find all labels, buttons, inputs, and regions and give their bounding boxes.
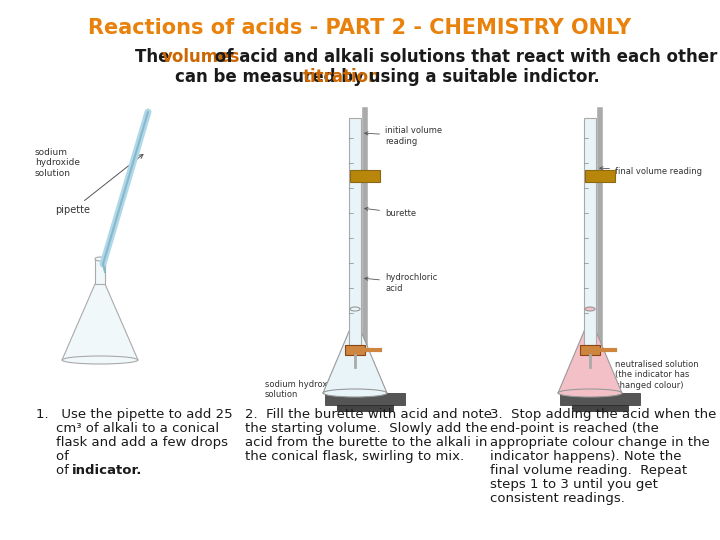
Polygon shape: [323, 329, 387, 393]
Bar: [580, 345, 600, 355]
Bar: [572, 405, 628, 411]
Text: consistent readings.: consistent readings.: [490, 492, 625, 505]
Bar: [337, 405, 393, 411]
Text: of acid and alkali solutions that react with each other: of acid and alkali solutions that react …: [209, 48, 717, 66]
Text: The: The: [135, 48, 175, 66]
Text: pipette: pipette: [55, 154, 143, 215]
Ellipse shape: [62, 356, 138, 364]
Bar: [325, 393, 405, 405]
Text: acid from the burette to the alkali in: acid from the burette to the alkali in: [245, 436, 487, 449]
Ellipse shape: [95, 257, 105, 261]
Ellipse shape: [585, 307, 595, 311]
Bar: [585, 309, 595, 329]
Text: using a suitable indictor.: using a suitable indictor.: [364, 68, 600, 86]
Bar: [350, 309, 360, 329]
Text: neutralised solution
(the indicator has
changed colour): neutralised solution (the indicator has …: [615, 360, 698, 390]
Text: appropriate colour change in the: appropriate colour change in the: [490, 436, 710, 449]
Text: cm³ of alkali to a conical: cm³ of alkali to a conical: [56, 422, 219, 435]
Polygon shape: [62, 284, 138, 360]
Bar: [584, 118, 596, 345]
Text: the conical flask, swirling to mix.: the conical flask, swirling to mix.: [245, 450, 464, 463]
Text: indicator happens). Note the: indicator happens). Note the: [490, 450, 682, 463]
Text: flask and add a few drops: flask and add a few drops: [56, 436, 228, 449]
Bar: [345, 345, 365, 355]
Text: final volume reading: final volume reading: [600, 166, 702, 176]
Bar: [350, 170, 380, 182]
Text: initial volume
reading: initial volume reading: [365, 126, 442, 146]
Polygon shape: [558, 329, 622, 393]
Text: the starting volume.  Slowly add the: the starting volume. Slowly add the: [245, 422, 487, 435]
Text: titration: titration: [303, 68, 381, 86]
Text: sodium
hydroxide
solution: sodium hydroxide solution: [35, 148, 80, 178]
Text: Reactions of acids - PART 2 - CHEMISTRY ONLY: Reactions of acids - PART 2 - CHEMISTRY …: [89, 18, 631, 38]
Ellipse shape: [558, 389, 622, 397]
Text: end-point is reached (the: end-point is reached (the: [490, 422, 659, 435]
Text: volumes: volumes: [162, 48, 240, 66]
Bar: [95, 259, 105, 284]
Text: can be measured by: can be measured by: [175, 68, 370, 86]
Bar: [585, 170, 615, 182]
Text: of: of: [56, 464, 73, 477]
Text: 3.  Stop adding the acid when the: 3. Stop adding the acid when the: [490, 408, 716, 421]
Text: burette: burette: [364, 207, 416, 218]
Text: of: of: [56, 450, 73, 463]
Bar: [349, 118, 361, 345]
Bar: [560, 393, 640, 405]
Text: 1.   Use the pipette to add 25: 1. Use the pipette to add 25: [36, 408, 233, 421]
Text: final volume reading.  Repeat: final volume reading. Repeat: [490, 464, 687, 477]
Ellipse shape: [350, 307, 360, 311]
Text: sodium hydroxide
solution: sodium hydroxide solution: [265, 380, 341, 400]
Text: 2.  Fill the burette with acid and note: 2. Fill the burette with acid and note: [245, 408, 492, 421]
Ellipse shape: [323, 389, 387, 397]
Text: hydrochloric
acid: hydrochloric acid: [365, 273, 437, 293]
Text: indicator.: indicator.: [72, 464, 143, 477]
Text: steps 1 to 3 until you get: steps 1 to 3 until you get: [490, 478, 658, 491]
